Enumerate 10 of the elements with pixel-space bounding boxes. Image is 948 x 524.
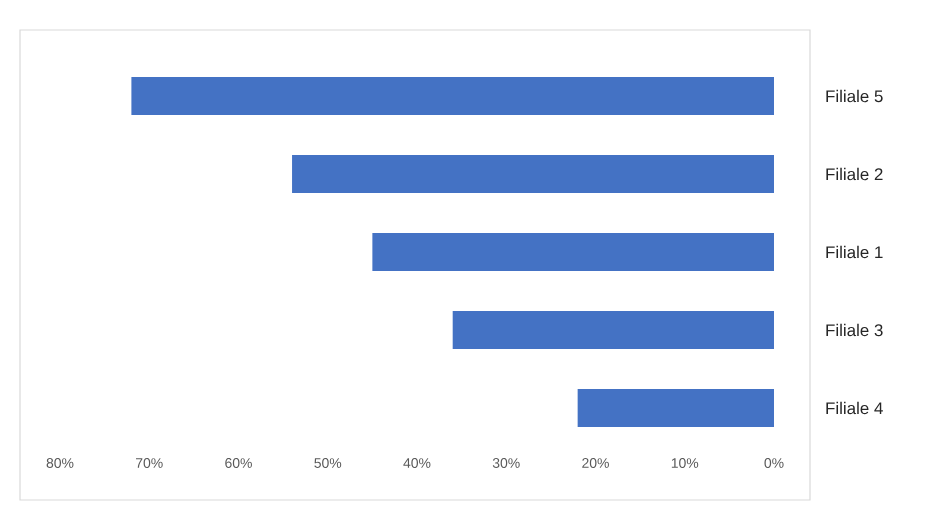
bar: [452, 311, 774, 350]
y-tick-label: Filiale 4: [826, 401, 883, 415]
y-tick-label: Filiale 3: [826, 323, 883, 337]
bar: [372, 233, 774, 272]
y-tick-label: Filiale 2: [826, 167, 883, 181]
y-tick-label: Filiale 1: [826, 245, 883, 259]
y-tick-label: Filiale 5: [826, 89, 883, 103]
bar: [292, 155, 774, 194]
bar: [131, 77, 774, 116]
bar: [577, 389, 774, 428]
